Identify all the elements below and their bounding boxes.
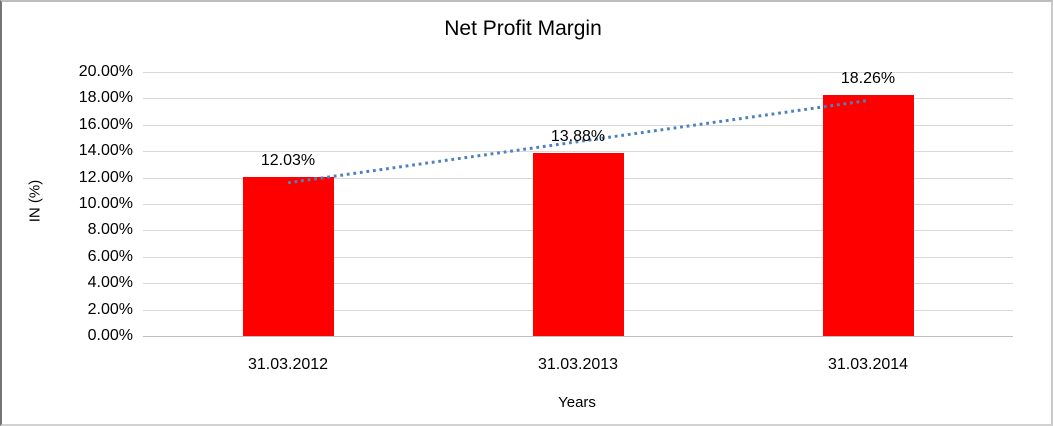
- x-tick-label: 31.03.2014: [827, 356, 909, 373]
- y-tick-label: 8.00%: [87, 221, 133, 239]
- y-tick-label: 10.00%: [78, 195, 133, 212]
- x-tick-label: 31.03.2012: [247, 356, 329, 373]
- data-label: 13.88%: [550, 127, 606, 145]
- y-tick-label: 20.00%: [78, 63, 133, 80]
- y-tick-label: 2.00%: [87, 300, 133, 318]
- y-tick-label: 18.00%: [78, 89, 133, 107]
- gridline: [143, 151, 1013, 153]
- bar-31-03-2013[interactable]: [532, 152, 624, 336]
- gridline: [143, 124, 1013, 126]
- y-tick-label: 4.00%: [87, 274, 133, 292]
- bar-31-03-2014[interactable]: [822, 94, 914, 336]
- y-tick-label: 6.00%: [87, 247, 133, 265]
- x-axis-line: [143, 336, 1013, 337]
- y-axis-tick-labels: 0.00% 2.00% 4.00% 6.00% 8.00% 10.00% 12.…: [2, 2, 133, 424]
- x-axis-title: Years: [558, 394, 596, 411]
- bar-31-03-2012[interactable]: [242, 177, 334, 336]
- gridline: [143, 72, 1013, 73]
- x-tick-label: 31.03.2013: [537, 356, 619, 373]
- y-tick-label: 0.00%: [87, 327, 133, 344]
- data-label: 18.26%: [840, 69, 896, 87]
- y-tick-label: 16.00%: [78, 115, 133, 133]
- y-tick-label: 12.00%: [78, 168, 133, 186]
- linear-trendline: [287, 99, 869, 185]
- plot-area: 12.03% 13.88% 18.26%: [143, 69, 1013, 337]
- chart-title: Net Profit Margin: [444, 17, 602, 40]
- y-tick-label: 14.00%: [78, 142, 133, 160]
- data-label: 12.03%: [260, 152, 316, 170]
- gridline: [143, 98, 1013, 100]
